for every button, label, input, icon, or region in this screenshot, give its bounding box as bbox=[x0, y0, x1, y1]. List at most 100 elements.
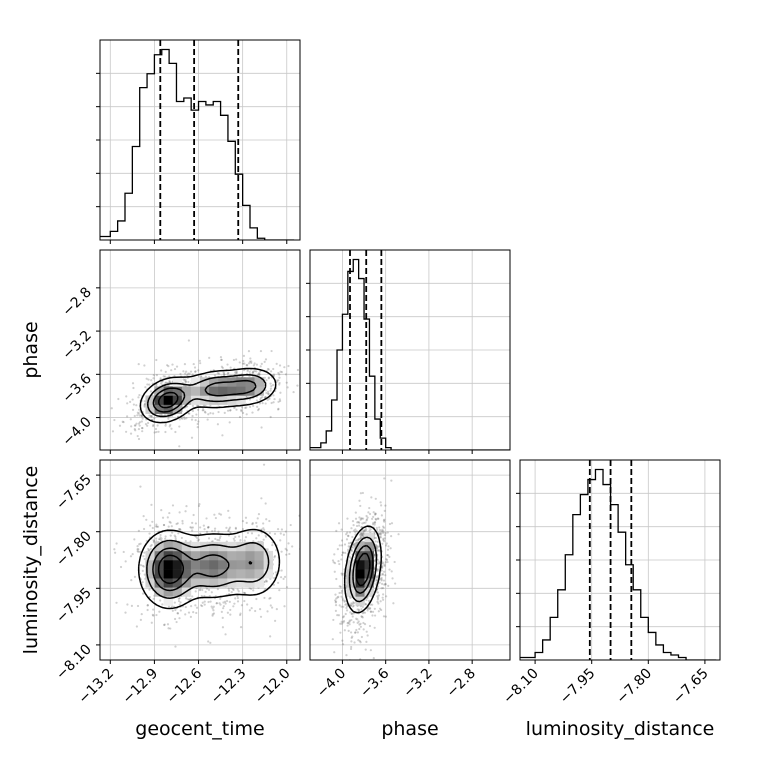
sample-point bbox=[232, 588, 235, 591]
sample-point bbox=[140, 426, 144, 430]
sample-point bbox=[384, 561, 387, 564]
sample-point bbox=[160, 509, 163, 512]
density-cell bbox=[236, 377, 246, 387]
sample-point bbox=[359, 518, 362, 521]
density-phase-luminosity_distance bbox=[331, 477, 400, 660]
sample-point bbox=[201, 588, 204, 592]
sample-point bbox=[162, 523, 166, 527]
sample-point bbox=[267, 376, 270, 379]
sample-point bbox=[382, 598, 385, 601]
sample-point bbox=[349, 611, 352, 614]
sample-point bbox=[220, 358, 223, 362]
sample-point bbox=[390, 522, 394, 525]
sample-point bbox=[238, 361, 241, 364]
sample-point bbox=[110, 407, 113, 410]
sample-point bbox=[152, 539, 155, 542]
density-cell bbox=[209, 560, 219, 570]
sample-point bbox=[226, 611, 229, 614]
sample-point bbox=[144, 423, 148, 426]
sample-point bbox=[141, 592, 145, 595]
sample-point bbox=[227, 509, 230, 512]
sample-point bbox=[289, 523, 292, 527]
sample-point bbox=[206, 418, 209, 421]
sample-point bbox=[244, 592, 247, 595]
sample-point bbox=[350, 640, 353, 643]
sample-point bbox=[191, 595, 194, 598]
sample-point bbox=[382, 525, 385, 528]
sample-point bbox=[231, 588, 235, 591]
sample-point bbox=[126, 415, 129, 418]
sample-point bbox=[229, 608, 232, 612]
sample-point bbox=[336, 548, 339, 551]
sample-point bbox=[353, 544, 356, 547]
sample-point bbox=[190, 418, 194, 421]
sample-point bbox=[381, 528, 384, 531]
sample-point bbox=[274, 619, 277, 622]
density-cell bbox=[145, 404, 155, 414]
sample-point bbox=[218, 602, 221, 605]
sample-point bbox=[151, 613, 154, 616]
sample-point bbox=[252, 370, 255, 373]
sample-point bbox=[210, 591, 213, 594]
sample-point bbox=[150, 621, 153, 624]
sample-point bbox=[357, 620, 360, 623]
sample-point bbox=[385, 557, 388, 561]
contour-line bbox=[157, 391, 179, 409]
sample-point bbox=[222, 605, 225, 608]
density-cell bbox=[227, 550, 237, 561]
density-cell bbox=[172, 587, 183, 597]
sample-point bbox=[347, 545, 350, 548]
sample-point bbox=[136, 414, 139, 417]
sample-point bbox=[261, 396, 264, 399]
sample-point bbox=[377, 545, 381, 548]
sample-point bbox=[160, 539, 163, 542]
y-tick-label-phase: −4.0 bbox=[59, 414, 94, 449]
sample-point bbox=[209, 600, 212, 603]
sample-point bbox=[373, 555, 376, 558]
sample-point bbox=[143, 404, 146, 407]
sample-point bbox=[356, 608, 359, 611]
x-tick-label-phase: −4.0 bbox=[314, 666, 349, 701]
sample-point bbox=[130, 425, 133, 428]
sample-point bbox=[125, 430, 128, 433]
density-cell bbox=[236, 386, 246, 396]
sample-point bbox=[347, 621, 350, 624]
sample-point bbox=[175, 522, 178, 526]
sample-point bbox=[375, 526, 378, 529]
sample-point bbox=[205, 587, 209, 590]
density-cell bbox=[181, 541, 192, 552]
sample-point bbox=[156, 424, 159, 427]
sample-point bbox=[207, 640, 210, 643]
sample-point bbox=[235, 371, 238, 374]
sample-point bbox=[213, 527, 217, 530]
sample-point bbox=[138, 421, 142, 424]
sample-point bbox=[337, 595, 340, 598]
sample-point bbox=[227, 589, 231, 592]
sample-point bbox=[359, 492, 362, 495]
sample-point bbox=[179, 601, 182, 604]
density-geocent_time-phase bbox=[110, 339, 300, 448]
density-cell bbox=[172, 550, 183, 561]
sample-point bbox=[259, 615, 263, 618]
x-tick-label-geocent_time: −12.3 bbox=[208, 666, 250, 708]
sample-point bbox=[363, 623, 367, 626]
sample-point bbox=[176, 612, 180, 615]
sample-point bbox=[115, 601, 118, 604]
sample-point bbox=[199, 588, 202, 591]
sample-point bbox=[390, 534, 393, 538]
sample-point bbox=[242, 359, 245, 363]
sample-point bbox=[278, 364, 282, 367]
sample-point bbox=[167, 525, 170, 528]
sample-point bbox=[271, 544, 274, 547]
sample-point bbox=[263, 376, 266, 379]
density-cell bbox=[172, 578, 183, 588]
sample-point bbox=[232, 605, 235, 608]
sample-point bbox=[197, 408, 200, 411]
sample-point bbox=[209, 404, 212, 408]
sample-point bbox=[364, 521, 367, 524]
sample-point bbox=[141, 564, 144, 567]
sample-point bbox=[189, 615, 192, 618]
sample-point bbox=[264, 535, 268, 538]
sample-point bbox=[369, 610, 373, 613]
